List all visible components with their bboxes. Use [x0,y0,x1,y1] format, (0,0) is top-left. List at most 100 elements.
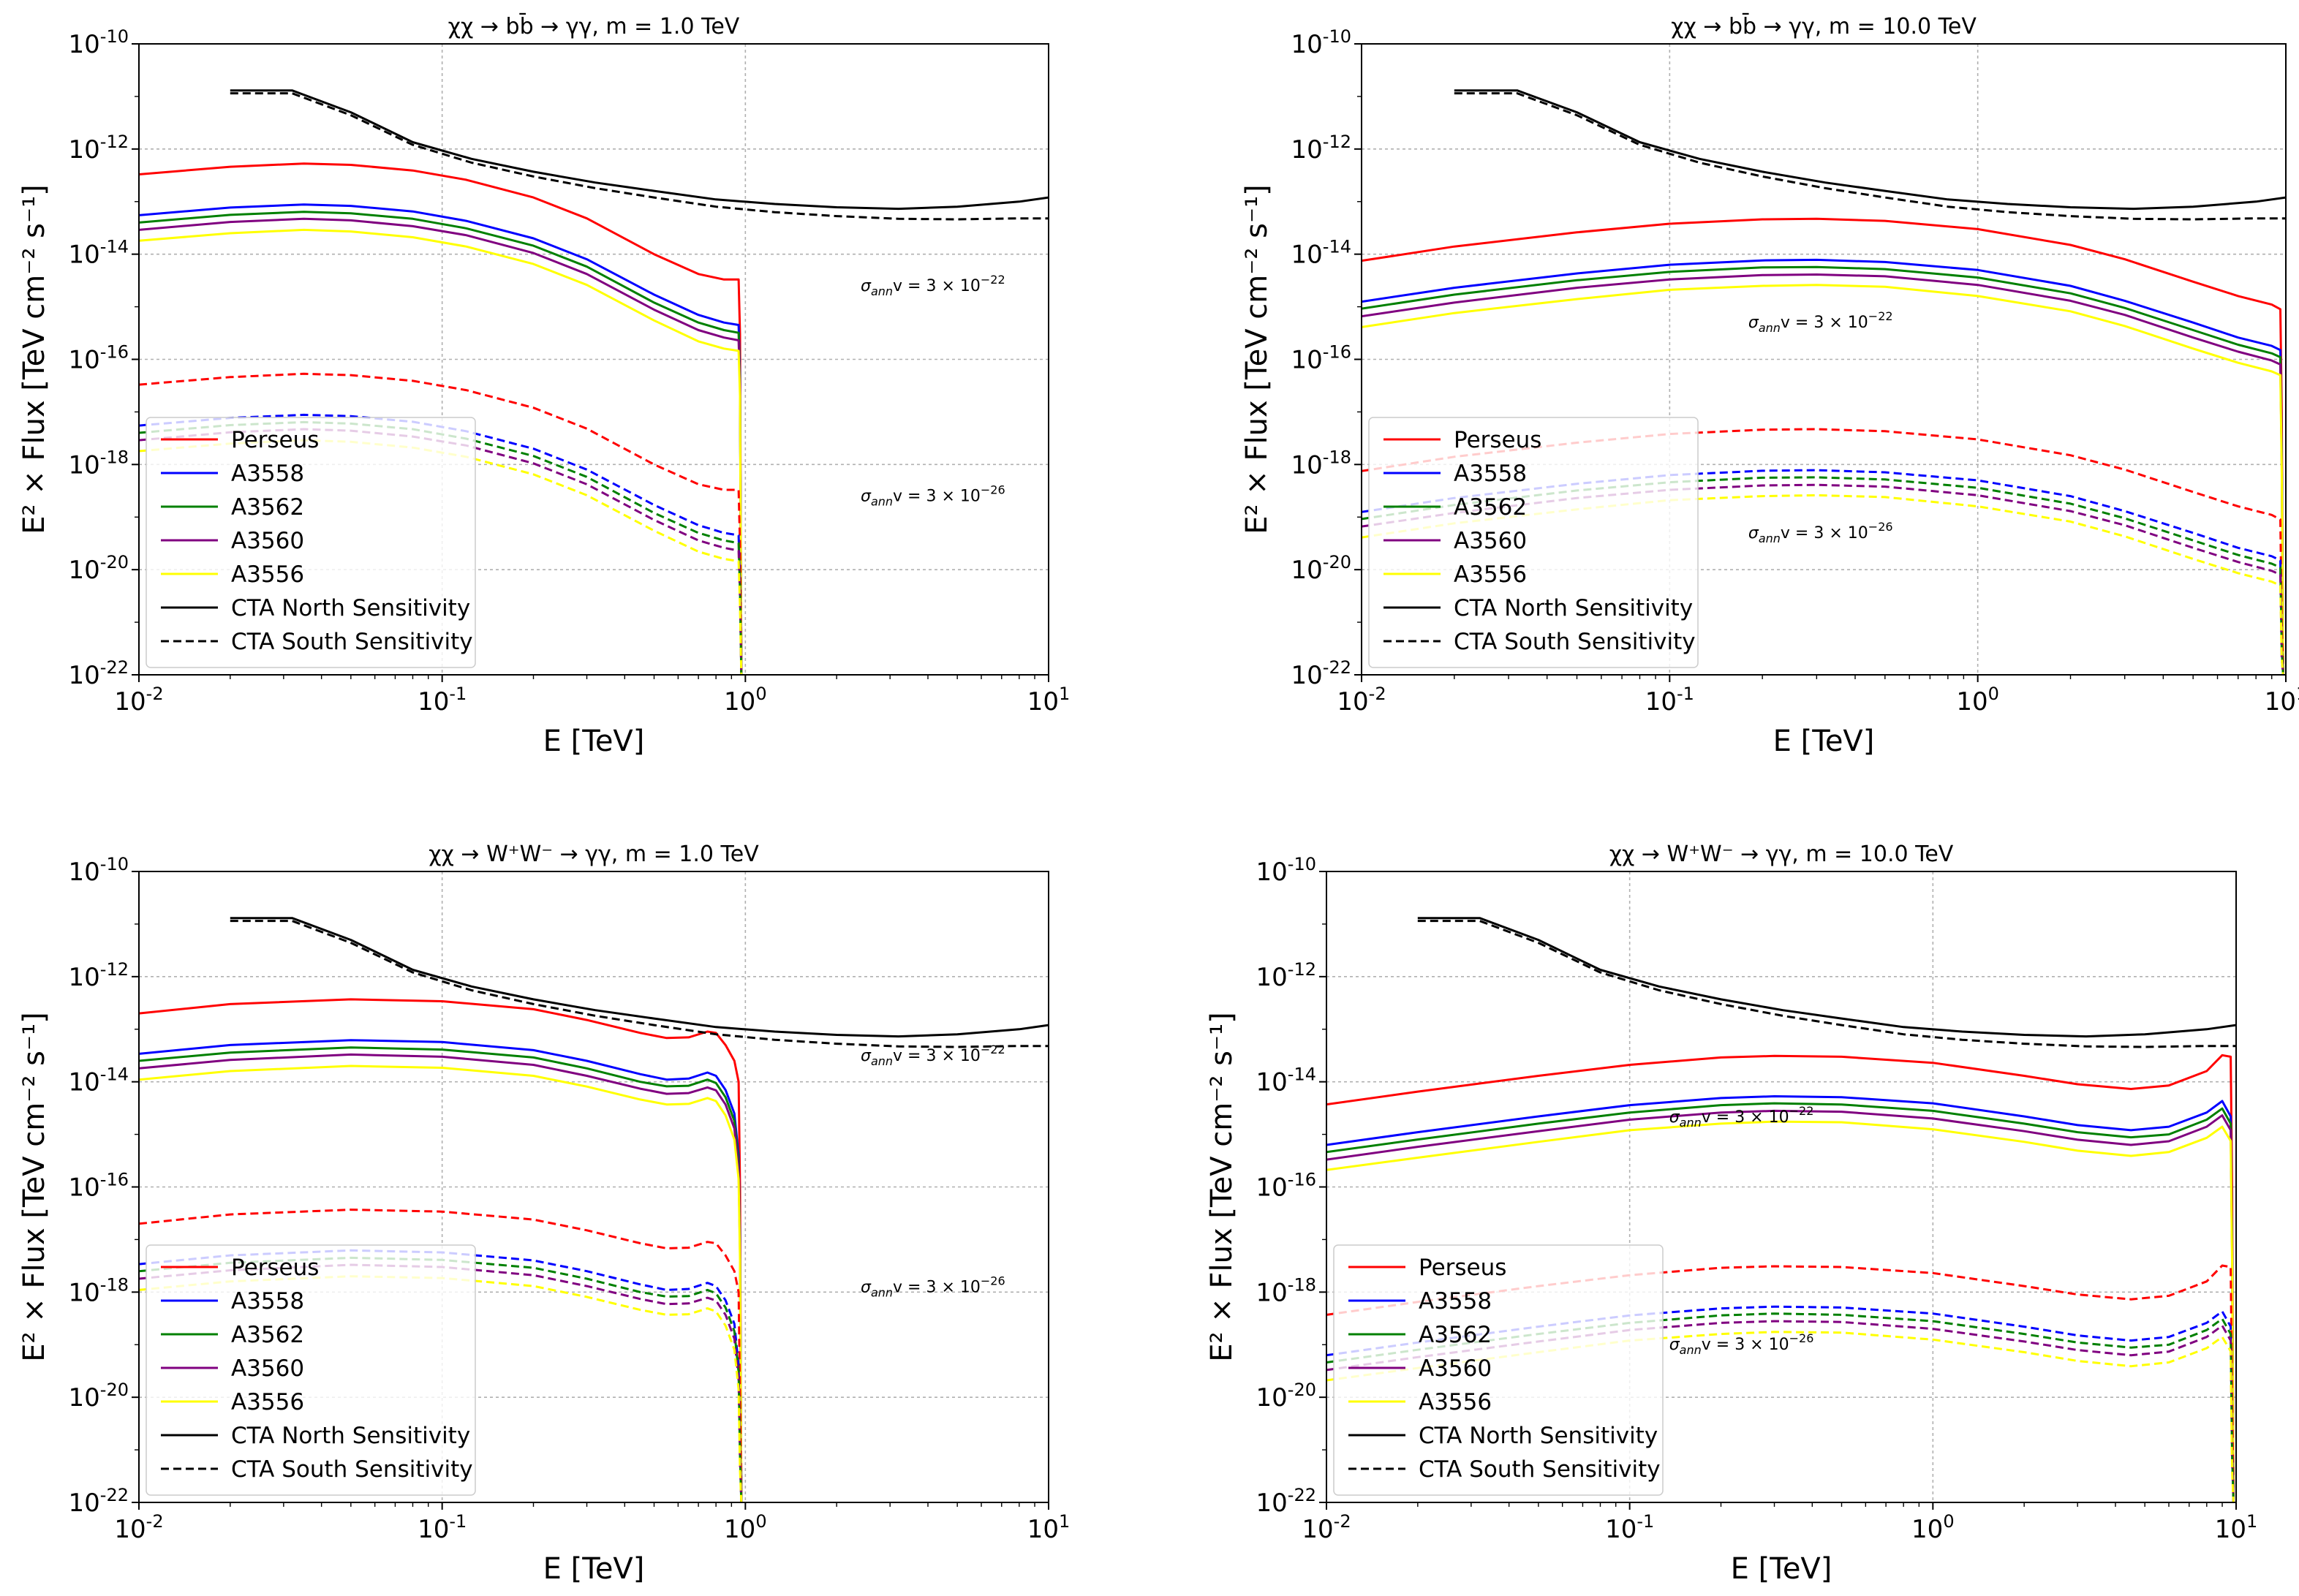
subplot-title: χχ → bb̄ → γγ, m = 1.0 TeV [448,13,740,39]
x-axis-label: E [TeV] [543,1552,645,1586]
legend-label: CTA South Sensitivity [231,1456,473,1483]
cross-section-annotation: σannv = 3 × 10−22 [861,273,1005,298]
legend-label: A3558 [1419,1288,1492,1315]
y-tick-label: 10-18 [1256,1274,1316,1307]
series-group [139,89,1049,675]
y-tick-label: 10-22 [69,657,129,690]
series-a3558 [139,203,743,675]
y-axis: 10-10 10-12 10-14 10-16 10-18 10-20 10-22 [69,26,139,690]
y-axis: 10-10 10-12 10-14 10-16 10-18 10-20 10-22 [69,854,139,1518]
subplot-3: 10-2 10-1 100 10110-1010-1210-1410-1610-181… [18,842,1070,1586]
series-cta-south-sensitivity-dashed [1454,92,2286,221]
series-a3562 [1326,1102,2235,1502]
legend-label: CTA South Sensitivity [1419,1456,1661,1483]
series-perseus [139,162,743,675]
x-axis: 10-2 10-1 100 101 [1302,1502,2257,1544]
subplot-title: χχ → W⁺W⁻ → γγ, m = 10.0 TeV [1609,842,1954,867]
legend-label: CTA South Sensitivity [1454,629,1696,655]
y-tick-label: 10-22 [1256,1485,1316,1518]
series-perseus [139,998,743,1502]
legend-box [146,417,476,668]
x-axis: 10-2 10-1 100 101 [114,1502,1070,1544]
legend-label: A3556 [1454,561,1527,588]
series-a3560 [139,1053,743,1502]
cross-section-annotation: σannv = 3 × 10−22 [1669,1104,1814,1130]
series-cta-south-sensitivity-dashed [230,920,1049,1048]
legend-box [1333,1244,1664,1496]
series-perseus-dashed [139,372,743,675]
series-cta-north-sensitivity [1417,917,2236,1038]
y-tick-label: 10-16 [69,342,129,375]
subplot-2: 10-210-110010110-1010-1210-1410-1610-181… [1240,13,2299,758]
x-tick-label: 10-2 [1337,684,1386,716]
y-tick-label: 10-20 [1291,552,1351,585]
x-tick-label: 100 [724,684,767,716]
x-tick-label: 10-1 [418,684,467,716]
legend-label: A3558 [231,1288,304,1315]
x-tick-label: 100 [1956,684,1999,716]
legend-label: Perseus [1454,427,1541,453]
legend-label: A3560 [1454,528,1527,554]
cross-section-annotation: σannv = 3 × 10−26 [861,483,1005,509]
series-a3560 [1362,273,2284,675]
legend-box [146,1244,476,1496]
series-a3556 [1362,284,2284,675]
series-perseus [1362,217,2284,675]
legend-label: A3556 [1419,1389,1492,1415]
legend-label: A3558 [231,461,304,487]
legend: Perseus A3558 A3562 A3560 A3556 CTA North Sen… [1368,417,1699,668]
series-perseus [1326,1054,2235,1502]
y-tick-label: 10-16 [1256,1170,1316,1203]
x-axis: 10-2 10-1 100 101 [1337,675,2299,716]
x-tick-label: 10-2 [1302,1511,1351,1544]
y-tick-label: 10-18 [69,447,129,480]
y-tick-label: 10-20 [69,1380,129,1412]
y-tick-label: 10-10 [69,854,129,887]
subplot-1: 10-2 10-1 100 10110-1010-1210-1410-1610-181… [18,13,1070,758]
series-a3558 [1326,1095,2235,1502]
x-tick-label: 10-1 [1645,684,1694,716]
legend-label: Perseus [231,427,319,453]
x-tick-label: 101 [1027,684,1071,716]
x-tick-label: 101 [1027,1511,1071,1544]
series-a3560 [1326,1109,2235,1502]
legend-label: CTA North Sensitivity [231,1423,470,1449]
legend-label: CTA North Sensitivity [1419,1423,1658,1449]
y-tick-label: 10-12 [1291,132,1351,164]
y-tick-label: 10-14 [69,1064,129,1097]
legend-label: A3560 [1419,1355,1492,1382]
legend-label: Perseus [1419,1255,1506,1281]
series-a3556 [139,228,743,675]
series-cta-south-sensitivity-dashed [1417,920,2236,1048]
y-tick-label: 10-20 [1256,1380,1316,1412]
y-tick-label: 10-16 [1291,342,1351,375]
legend-label: A3558 [1454,461,1527,487]
x-tick-label: 10-2 [114,1511,163,1544]
series-a3562 [139,211,743,675]
legend: Perseus A3558 A3562 A3560 A3556 CTA North Sen… [1333,1244,1664,1496]
x-axis: 10-2 10-1 100 101 [114,675,1070,716]
series-cta-north-sensitivity [1454,89,2286,211]
cross-section-annotation: σannv = 3 × 10−26 [861,1274,1005,1299]
legend-label: A3562 [231,1322,304,1348]
x-tick-label: 100 [724,1511,767,1544]
x-tick-label: 10-1 [418,1511,467,1544]
x-tick-label: 100 [1911,1511,1955,1544]
legend: Perseus A3558 A3562 A3560 A3556 CTA North Sen… [146,417,476,668]
series-a3558-dashed [139,413,743,675]
cross-section-annotation: σannv = 3 × 10−22 [1748,309,1893,335]
series-perseus-dashed [139,1209,743,1502]
legend-label: Perseus [231,1255,319,1281]
y-tick-label: 10-14 [1256,1064,1316,1097]
subplot-title: χχ → W⁺W⁻ → γγ, m = 1.0 TeV [429,842,759,867]
y-tick-label: 10-12 [69,132,129,164]
subplot-4: 10-2 10-1 100 10110-1010-1210-1410-1610-181… [1205,842,2257,1586]
legend: Perseus A3558 A3562 A3560 A3556 CTA North Sen… [146,1244,476,1496]
y-tick-label: 10-18 [69,1274,129,1307]
subplot-title: χχ → bb̄ → γγ, m = 10.0 TeV [1671,13,1977,39]
x-axis-label: E [TeV] [1731,1552,1832,1586]
cross-section-annotation: σannv = 3 × 10−22 [861,1043,1005,1068]
y-axis-label: E² × Flux [TeV cm⁻² s⁻¹] [18,184,51,534]
x-tick-label: 10-2 [114,684,163,716]
cross-section-annotation: σannv = 3 × 10−26 [1669,1331,1814,1357]
